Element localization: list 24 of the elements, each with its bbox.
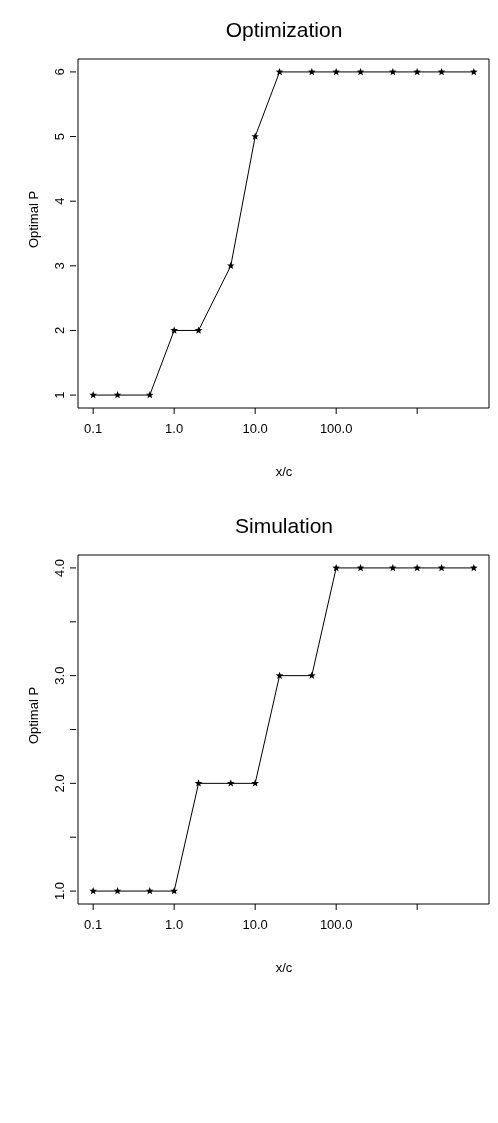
y-tick-label: 3.0 (52, 666, 67, 685)
x-tick-label: 10.0 (242, 917, 268, 933)
x-tick-label: 100.0 (319, 917, 353, 933)
x-tick-label: 100.0 (319, 421, 353, 437)
y-tick-label: 2.0 (52, 774, 67, 793)
chart-title: Optimization (224, 17, 344, 43)
x-tick-label: 0.1 (84, 421, 103, 437)
x-tick-label: 10.0 (242, 421, 268, 437)
y-axis-title: Optimal P (26, 686, 41, 744)
y-tick-label: 6 (52, 68, 67, 76)
y-tick-label: 4.0 (52, 558, 67, 577)
x-tick-label: 1.0 (165, 917, 184, 933)
x-tick-label: 1.0 (165, 421, 184, 437)
y-tick-label: 2 (52, 326, 67, 335)
chart-title: Simulation (233, 513, 335, 539)
y-axis-title: Optimal P (26, 190, 41, 248)
x-tick-label: 0.1 (84, 917, 103, 933)
y-tick-label: 3 (52, 262, 67, 270)
x-axis-title: x/c (274, 464, 294, 481)
y-tick-label: 5 (52, 132, 67, 141)
y-tick-label: 1.0 (52, 882, 67, 901)
x-axis-title: x/c (274, 960, 294, 977)
y-tick-label: 4 (52, 197, 67, 205)
y-tick-label: 1 (52, 391, 67, 399)
